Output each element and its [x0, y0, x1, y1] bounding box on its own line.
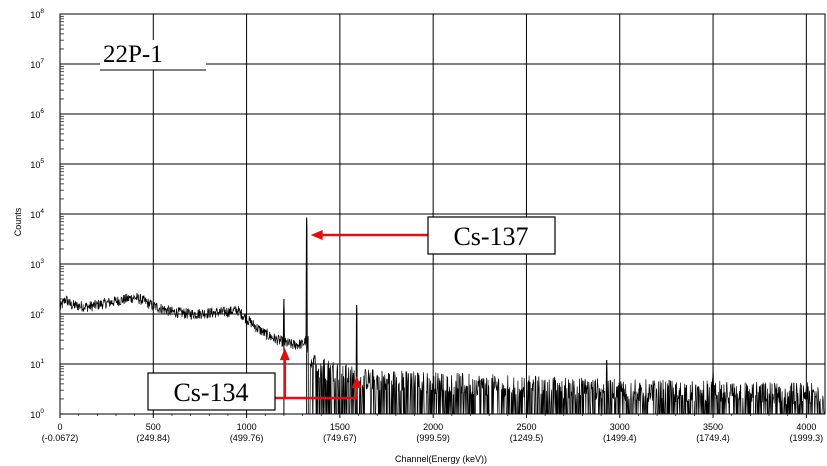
cs134-label: Cs-134: [173, 378, 248, 407]
arrow-head: [310, 230, 323, 241]
y-tick-label: 108: [30, 8, 44, 20]
x-tick-label: 3000: [610, 422, 630, 432]
y-tick-label: 105: [30, 158, 44, 170]
x-tick-label: 2000: [423, 422, 443, 432]
y-tick-label: 102: [30, 308, 44, 320]
x-tick-label: 4000: [796, 422, 816, 432]
x-tick-label: 2500: [516, 422, 536, 432]
arrow-head: [279, 348, 290, 361]
y-tick-label: 106: [30, 108, 44, 120]
x-tick-sublabel: (999.59): [416, 433, 450, 443]
grid: [60, 14, 825, 414]
x-tick-sublabel: (749.67): [323, 433, 357, 443]
x-tick-sublabel: (-0.0672): [42, 433, 79, 443]
cs137-label-box: Cs-137: [427, 216, 556, 255]
y-axis: 100 101 102 103 104 105 106 107 108: [30, 8, 68, 420]
y-tick-label: 104: [30, 208, 44, 220]
x-tick-label: 0: [57, 422, 62, 432]
x-tick-sublabel: (1499.4): [603, 433, 637, 443]
x-tick-sublabel: (249.84): [137, 433, 171, 443]
x-axis: 0(-0.0672) 500(249.84) 1000(499.76) 1500(74…: [42, 414, 823, 443]
y-tick-label: 103: [30, 258, 44, 270]
annotation-arrows: [275, 230, 428, 400]
y-tick-label: 107: [30, 58, 44, 70]
x-tick-sublabel: (499.76): [230, 433, 264, 443]
cs134-arrow-shaft-2: [284, 385, 358, 400]
x-tick-label: 3500: [703, 422, 723, 432]
x-axis-label: Channel(Energy (keV)): [395, 454, 487, 464]
x-tick-sublabel: (1999.3): [790, 433, 824, 443]
y-tick-label: 100: [30, 408, 44, 420]
y-tick-label: 101: [30, 358, 44, 370]
arrow-head: [351, 375, 362, 388]
x-tick-sublabel: (1749.4): [696, 433, 730, 443]
x-tick-sublabel: (1249.5): [510, 433, 544, 443]
x-tick-label: 1500: [330, 422, 350, 432]
cs137-label: Cs-137: [453, 222, 528, 251]
sample-label: 22P-1: [103, 41, 163, 68]
x-tick-label: 1000: [237, 422, 257, 432]
cs134-label-box: Cs-134: [147, 372, 276, 411]
sample-label-box: 22P-1: [100, 40, 206, 71]
x-tick-label: 500: [146, 422, 161, 432]
y-axis-label: Counts: [13, 207, 23, 236]
